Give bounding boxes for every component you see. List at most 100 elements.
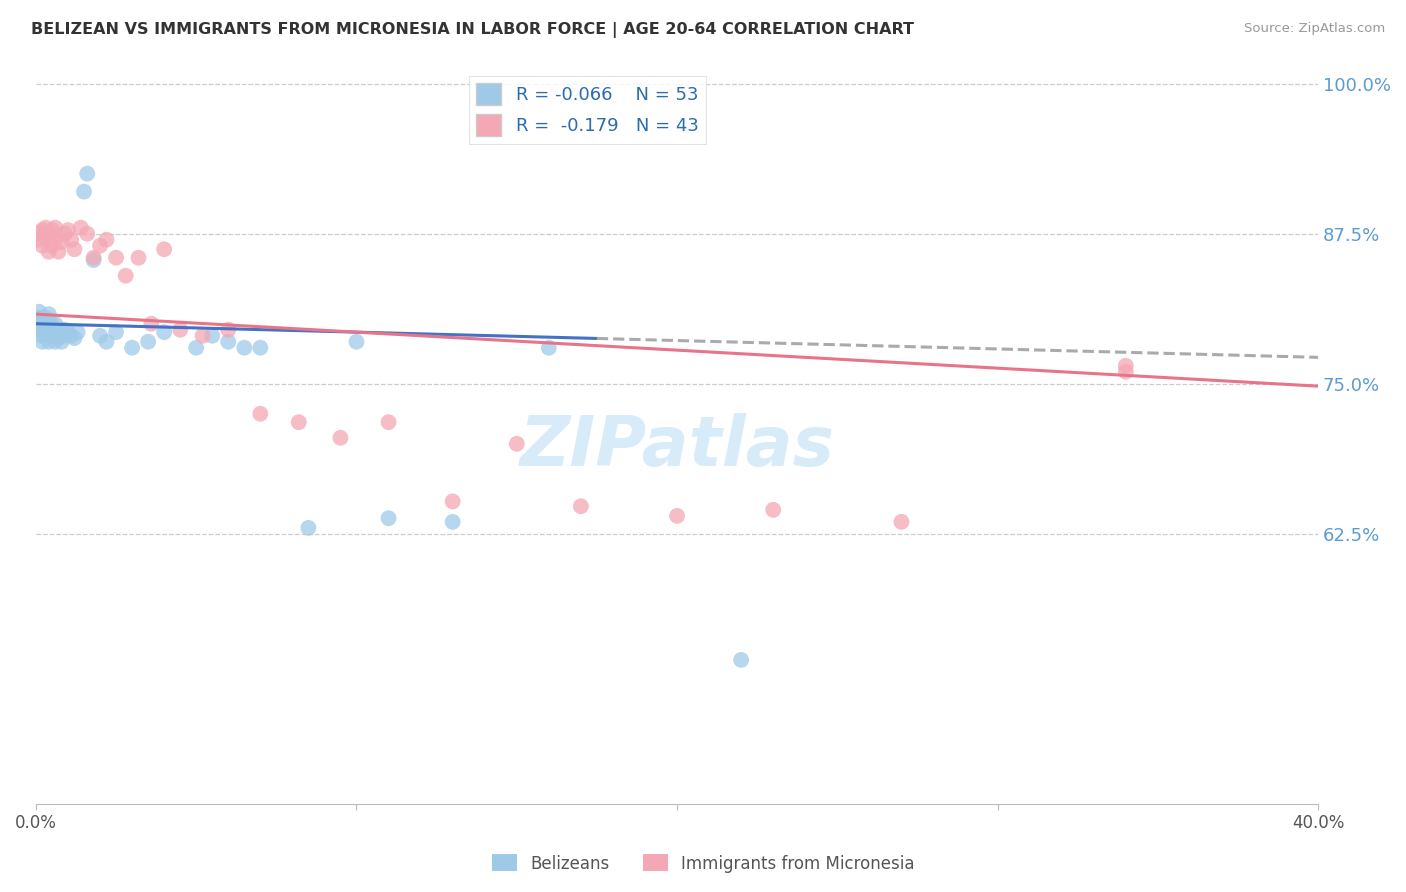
Point	[44, 334, 66, 349]
Point	[30, 328, 52, 343]
Point	[31, 334, 53, 349]
Point	[66, 325, 89, 339]
Point	[38, 244, 60, 259]
Point	[31, 310, 53, 325]
Point	[63, 242, 86, 256]
Point	[41, 317, 63, 331]
Legend: R = -0.066    N = 53, R =  -0.179   N = 43: R = -0.066 N = 53, R = -0.179 N = 43	[468, 76, 706, 144]
Point	[51, 235, 73, 249]
Point	[73, 185, 96, 199]
Point	[38, 325, 60, 339]
Point	[96, 334, 118, 349]
Point	[217, 334, 239, 349]
Point	[28, 233, 51, 247]
Legend: Belizeans, Immigrants from Micronesia: Belizeans, Immigrants from Micronesia	[485, 847, 921, 880]
Point	[297, 521, 319, 535]
Point	[31, 223, 53, 237]
Point	[53, 227, 76, 241]
Point	[249, 407, 271, 421]
Point	[201, 328, 224, 343]
Point	[506, 437, 529, 451]
Point	[56, 325, 79, 339]
Point	[441, 515, 464, 529]
Point	[441, 494, 464, 508]
Point	[288, 415, 311, 429]
Point	[169, 323, 191, 337]
Point	[44, 220, 66, 235]
Point	[537, 341, 560, 355]
Point	[1115, 359, 1137, 373]
Point	[63, 331, 86, 345]
Point	[38, 317, 60, 331]
Point	[377, 415, 399, 429]
Point	[233, 341, 256, 355]
Point	[48, 331, 70, 345]
Point	[730, 653, 752, 667]
Point	[48, 244, 70, 259]
Point	[38, 307, 60, 321]
Point	[41, 323, 63, 337]
Point	[76, 167, 98, 181]
Point	[48, 325, 70, 339]
Point	[41, 223, 63, 237]
Point	[28, 227, 51, 241]
Point	[83, 253, 105, 268]
Point	[44, 233, 66, 247]
Point	[1115, 365, 1137, 379]
Point	[28, 310, 51, 325]
Point	[762, 503, 785, 517]
Point	[53, 328, 76, 343]
Point	[27, 317, 49, 331]
Point	[121, 341, 143, 355]
Point	[28, 304, 51, 318]
Point	[76, 227, 98, 241]
Point	[346, 334, 368, 349]
Point	[51, 323, 73, 337]
Point	[666, 508, 689, 523]
Point	[34, 317, 56, 331]
Point	[34, 310, 56, 325]
Point	[44, 317, 66, 331]
Point	[105, 325, 128, 339]
Point	[249, 341, 271, 355]
Point	[30, 317, 52, 331]
Point	[34, 323, 56, 337]
Text: ZIPatlas: ZIPatlas	[520, 413, 835, 480]
Point	[191, 328, 214, 343]
Point	[186, 341, 208, 355]
Point	[141, 317, 163, 331]
Point	[153, 325, 176, 339]
Point	[41, 238, 63, 252]
Point	[51, 334, 73, 349]
Point	[38, 334, 60, 349]
Point	[60, 233, 83, 247]
Point	[105, 251, 128, 265]
Point	[34, 328, 56, 343]
Point	[114, 268, 136, 283]
Point	[128, 251, 150, 265]
Point	[96, 233, 118, 247]
Point	[89, 238, 111, 252]
Point	[136, 334, 159, 349]
Point	[60, 328, 83, 343]
Point	[31, 238, 53, 252]
Text: BELIZEAN VS IMMIGRANTS FROM MICRONESIA IN LABOR FORCE | AGE 20-64 CORRELATION CH: BELIZEAN VS IMMIGRANTS FROM MICRONESIA I…	[31, 22, 914, 38]
Point	[38, 227, 60, 241]
Point	[41, 328, 63, 343]
Point	[34, 230, 56, 244]
Point	[34, 220, 56, 235]
Point	[89, 328, 111, 343]
Text: Source: ZipAtlas.com: Source: ZipAtlas.com	[1244, 22, 1385, 36]
Point	[329, 431, 352, 445]
Point	[377, 511, 399, 525]
Point	[56, 223, 79, 237]
Point	[69, 220, 91, 235]
Point	[28, 323, 51, 337]
Point	[53, 323, 76, 337]
Point	[44, 325, 66, 339]
Point	[153, 242, 176, 256]
Point	[890, 515, 912, 529]
Point	[31, 323, 53, 337]
Point	[569, 500, 592, 514]
Point	[83, 251, 105, 265]
